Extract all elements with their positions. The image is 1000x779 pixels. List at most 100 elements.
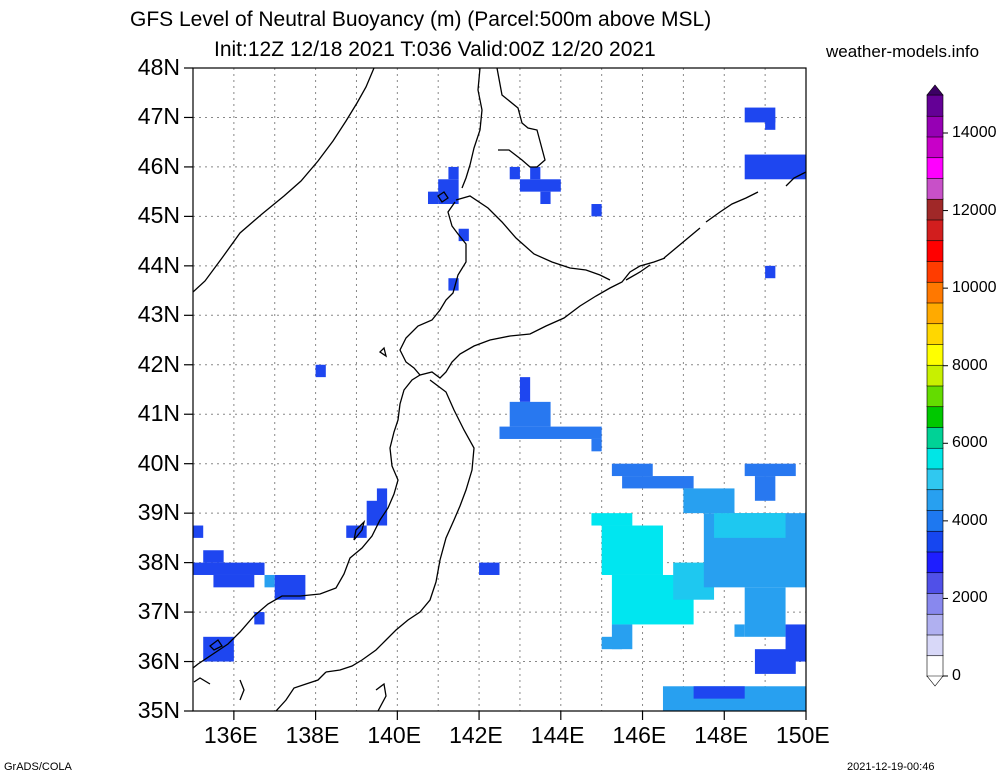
field-cell [765, 265, 776, 279]
colorbar-segment [926, 488, 944, 511]
colorbar-segment [926, 634, 944, 657]
lat-label: 36N [137, 647, 180, 674]
field-cell [591, 513, 633, 526]
lat-label: 48N [137, 54, 180, 80]
axis-ticks [184, 67, 807, 720]
footer-timestamp: 2021-12-19-00:46 [847, 761, 935, 773]
lon-label: 136E [203, 722, 258, 748]
colorbar-segment [926, 94, 944, 117]
lon-label: 150E [776, 722, 830, 748]
chart-subtitle: Init:12Z 12/18 2021 T:036 Valid:00Z 12/2… [214, 38, 656, 61]
field-cell [519, 179, 561, 192]
lon-label: 148E [694, 722, 748, 748]
field-cell [509, 166, 520, 180]
lat-label: 35N [137, 697, 180, 723]
field-cell [611, 463, 653, 477]
colorbar-segment [926, 364, 944, 387]
field-cell [765, 117, 776, 130]
lat-label: 41N [137, 400, 180, 427]
field-cell [530, 166, 541, 180]
colorbar-segment [926, 592, 944, 615]
colorbar-segment [926, 260, 944, 283]
lat-label: 44N [137, 251, 180, 278]
field-cell [448, 166, 459, 180]
field-cell [519, 377, 531, 402]
buoyancy-field [193, 107, 806, 711]
field-cell [254, 612, 265, 625]
colorbar-segment [926, 426, 944, 449]
footer-credit: GrADS/COLA [4, 761, 72, 773]
colorbar-segment [926, 468, 944, 491]
field-cell [754, 476, 776, 501]
field-cell [744, 463, 796, 477]
coastline-primorye [193, 68, 375, 293]
colorbar-label: 2000 [952, 589, 988, 607]
lon-label: 140E [367, 722, 422, 748]
colorbar-segment [926, 156, 944, 179]
lon-label: 138E [285, 722, 340, 748]
field-cell [213, 574, 255, 588]
field-cell [458, 228, 469, 242]
colorbar-segment [926, 385, 944, 408]
lat-label: 39N [137, 499, 180, 526]
lat-label: 38N [137, 548, 180, 575]
colorbar-segment [926, 136, 944, 159]
coastline-izu [375, 682, 387, 711]
colorbar-label: 12000 [952, 201, 997, 219]
field-cell [591, 438, 602, 452]
field-cell [509, 401, 551, 427]
chart-title: GFS Level of Neutral Buoyancy (m) (Parce… [130, 8, 712, 31]
field-cell [601, 525, 663, 575]
field-cell [754, 649, 796, 674]
colorbar-bottom-arrow [926, 675, 944, 687]
colorbar-segment [926, 115, 944, 138]
field-cell [744, 154, 806, 180]
colorbar-label: 8000 [952, 356, 988, 374]
lat-label: 40N [137, 449, 180, 476]
field-cell [714, 513, 786, 538]
lon-label: 142E [449, 722, 503, 748]
gridlines [193, 68, 806, 711]
lat-label: 46N [137, 152, 180, 179]
field-cell [693, 686, 745, 699]
field-cell [734, 624, 745, 637]
lat-label: 47N [137, 103, 180, 130]
field-cell [193, 562, 265, 575]
coastline-kanto [193, 671, 327, 711]
coastline-hokkaido [399, 195, 666, 379]
field-cell [366, 500, 388, 526]
coastline-sakhalin [461, 68, 546, 189]
colorbar-segment [926, 405, 944, 428]
site-label: weather-models.info [826, 42, 980, 61]
field-cell [448, 278, 459, 291]
plot-frame [192, 67, 807, 712]
field-cell [622, 476, 694, 489]
colorbar-label: 10000 [952, 279, 997, 297]
field-cell [479, 562, 500, 575]
coastline-kurils [625, 171, 806, 281]
colorbar-segment [926, 343, 944, 366]
coastlines [193, 68, 806, 711]
field-cell [427, 191, 439, 205]
colorbar-top-arrow [926, 84, 944, 96]
field-cell [203, 550, 224, 563]
coastline-okushiri [378, 346, 388, 358]
colorbar-segment [926, 654, 944, 677]
lat-label: 42N [137, 350, 180, 377]
field-cell [601, 636, 623, 650]
colorbar-label: 6000 [952, 434, 988, 452]
lat-label: 45N [137, 202, 180, 229]
field-cell [264, 574, 275, 588]
field-cell [193, 525, 204, 538]
field-cell [683, 488, 735, 514]
field-cell [591, 204, 602, 217]
colorbar-segment [926, 302, 944, 325]
colorbar-label: 0 [952, 667, 961, 684]
field-cell [438, 179, 459, 205]
field-cell [744, 587, 786, 637]
coastline-honshu-west [193, 374, 421, 669]
colorbar-label: 14000 [952, 124, 997, 141]
field-cell [499, 426, 602, 439]
field-cell [540, 191, 551, 205]
